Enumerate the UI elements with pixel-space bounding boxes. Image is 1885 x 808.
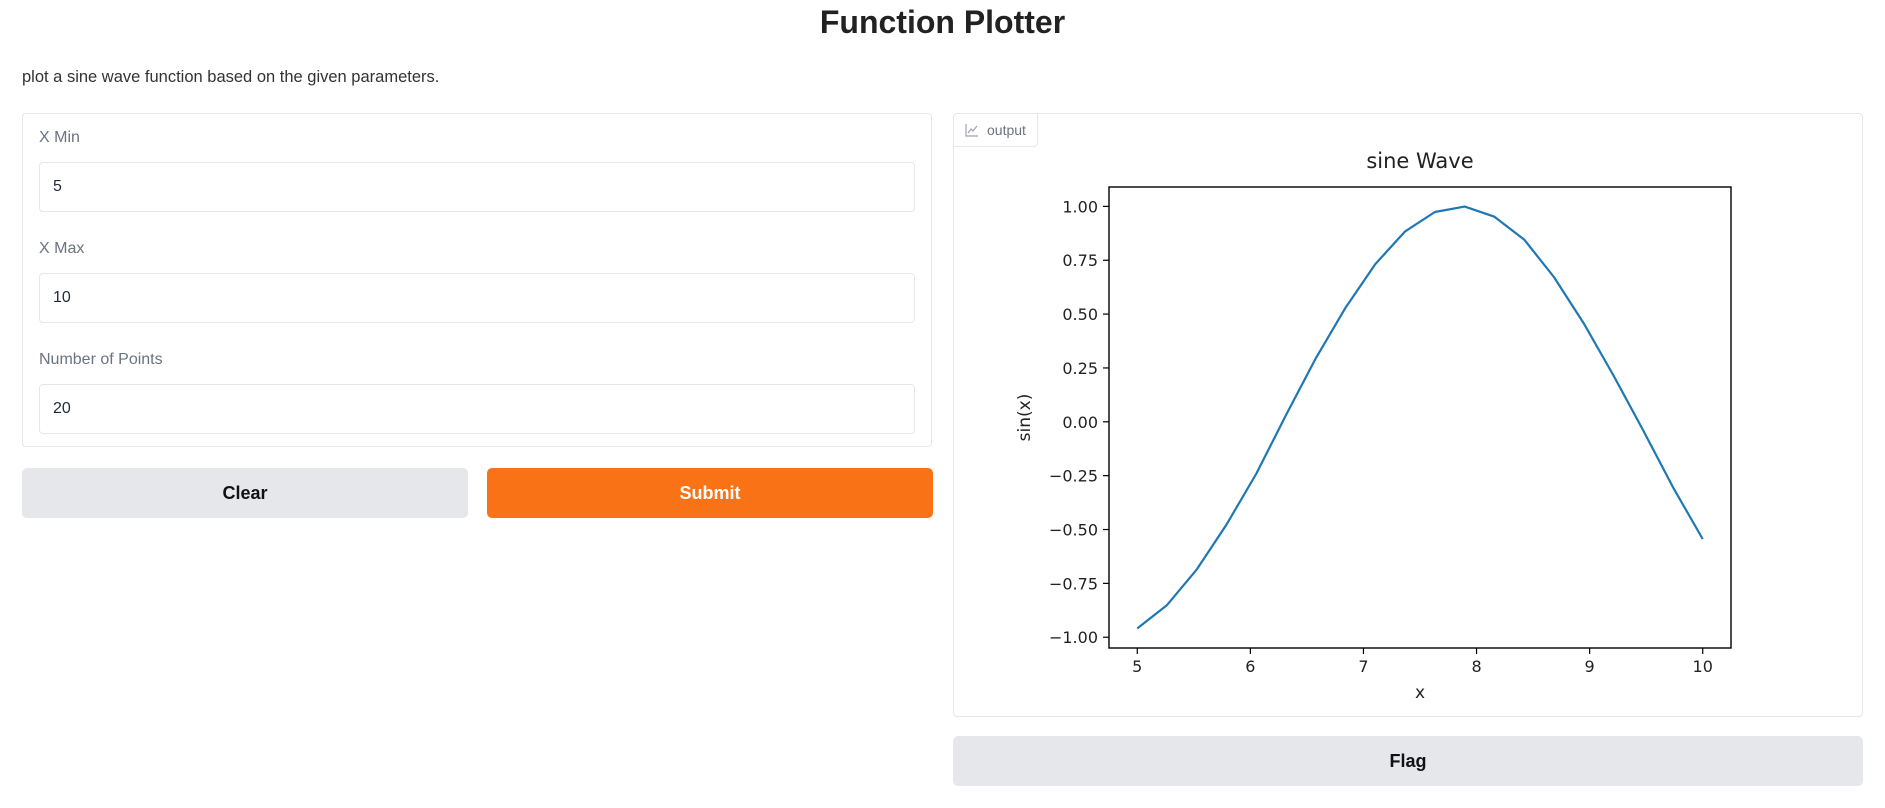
y-tick-label: 0.25	[1062, 359, 1098, 378]
plot-frame	[1108, 186, 1732, 649]
output-label: output	[987, 122, 1026, 138]
y-tick-label: 0.75	[1062, 251, 1098, 270]
x-max-label: X Max	[39, 240, 85, 257]
y-tick-label: −0.50	[1049, 521, 1098, 540]
x-tick-label: 6	[1245, 657, 1255, 676]
y-axis-label: sin(x)	[1015, 394, 1035, 442]
output-tag: output	[954, 114, 1038, 147]
x-tick-label: 8	[1471, 657, 1481, 676]
y-tick-label: −0.75	[1049, 574, 1098, 593]
y-tick-label: −1.00	[1049, 628, 1098, 647]
x-tick-label: 7	[1358, 657, 1368, 676]
page-title: Function Plotter	[819, 4, 1066, 40]
x-max-input[interactable]	[39, 273, 915, 323]
flag-button[interactable]: Flag	[953, 736, 1863, 786]
input-panel: X Min X Max Number of Points	[22, 113, 932, 447]
y-tick-label: 0.00	[1062, 413, 1098, 432]
sine-chart: sine Wave 5 6 7 8 9 10 −1.00 −0.75 −0.50 −0.25 0.00…	[1015, 149, 1732, 703]
chart-icon	[965, 124, 978, 137]
series-line	[1136, 205, 1704, 630]
num-points-input[interactable]	[39, 384, 915, 434]
page-description: plot a sine wave function based on the g…	[22, 68, 440, 86]
x-min-label: X Min	[39, 129, 80, 146]
clear-button[interactable]: Clear	[22, 468, 468, 518]
x-tick-label: 9	[1585, 657, 1595, 676]
chart-title: sine Wave	[1366, 149, 1473, 173]
num-points-label: Number of Points	[39, 351, 163, 368]
x-tick-label: 5	[1132, 657, 1142, 676]
y-tick-label: 0.50	[1062, 305, 1098, 324]
submit-button[interactable]: Submit	[487, 468, 933, 518]
x-min-input[interactable]	[39, 162, 915, 212]
y-tick-label: −0.25	[1049, 467, 1098, 486]
output-panel: output sine Wave 5 6 7 8 9 10 −1.00 −0.75 −0.50 −0…	[953, 113, 1863, 717]
y-tick-label: 1.00	[1062, 197, 1098, 216]
x-axis-label: x	[1415, 683, 1425, 703]
x-tick-label: 10	[1693, 657, 1713, 676]
